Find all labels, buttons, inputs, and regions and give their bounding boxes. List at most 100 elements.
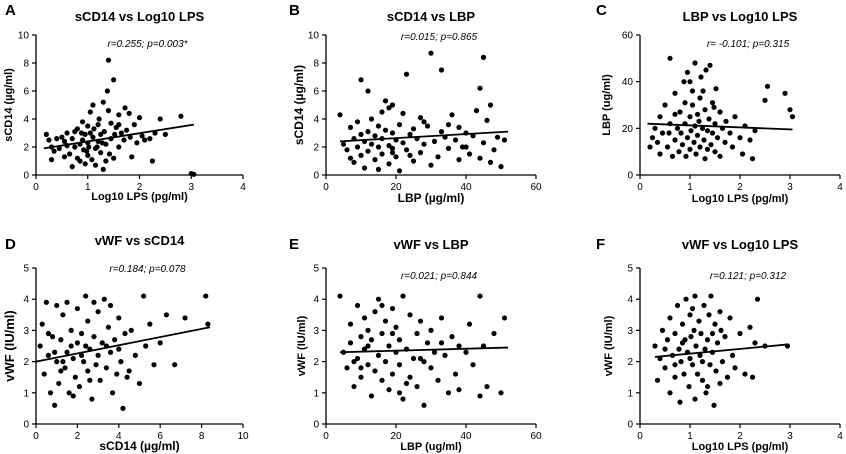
data-point (669, 153, 676, 159)
data-point (679, 142, 686, 148)
data-point (689, 102, 696, 108)
data-point (375, 123, 382, 129)
data-point (484, 383, 490, 390)
data-point (74, 340, 80, 346)
y-tick-label: 2 (23, 357, 29, 368)
data-point (95, 309, 101, 315)
y-tick-label: 6 (23, 87, 29, 98)
data-point (375, 296, 382, 302)
data-point (59, 134, 65, 140)
y-tick-label: 5 (23, 264, 29, 275)
x-tick-label: 60 (530, 431, 542, 442)
data-point (709, 330, 716, 337)
data-point (666, 130, 672, 136)
data-point (126, 368, 132, 374)
data-point (54, 302, 60, 309)
data-point (717, 153, 723, 159)
data-point (681, 79, 687, 85)
data-point (742, 371, 748, 377)
data-point (701, 137, 707, 143)
data-point (358, 365, 364, 371)
data-point (403, 147, 410, 153)
x-tick-label: 0 (637, 182, 643, 193)
data-point (99, 140, 105, 146)
data-point (692, 293, 698, 299)
data-point (105, 57, 112, 63)
data-point (41, 371, 47, 377)
data-point (752, 128, 758, 134)
data-point (677, 399, 683, 405)
data-point (351, 383, 357, 390)
data-point (86, 144, 92, 150)
data-point (94, 144, 100, 150)
data-point (112, 131, 118, 137)
data-point (382, 359, 389, 365)
data-point (718, 327, 724, 333)
x-axis-label: sCD14 (µg/ml) (99, 439, 179, 453)
x-tick-label: 20 (390, 431, 402, 442)
y-tick-label: 4 (313, 295, 319, 306)
data-point (667, 315, 673, 321)
x-tick-label: 4 (837, 431, 843, 442)
x-tick-label: 0 (637, 431, 643, 442)
data-point (696, 318, 702, 324)
panel-letter: C (596, 2, 607, 19)
data-point (674, 302, 681, 309)
data-point (95, 122, 101, 128)
data-point (456, 343, 462, 349)
data-point (123, 127, 130, 133)
data-point (47, 390, 54, 396)
data-point (84, 148, 90, 154)
data-point (400, 293, 406, 299)
y-tick-label: 6 (313, 87, 319, 98)
data-point (723, 118, 729, 124)
data-point (727, 130, 733, 136)
data-point (722, 139, 728, 145)
data-point (687, 312, 693, 318)
data-point (491, 147, 497, 153)
data-point (111, 77, 117, 83)
data-point (69, 136, 75, 142)
data-point (337, 112, 343, 118)
data-point (712, 321, 718, 327)
data-point (104, 88, 111, 94)
data-point (717, 109, 723, 115)
x-tick-label: 40 (460, 182, 472, 193)
data-point (358, 131, 364, 137)
y-tick-label: 8 (313, 59, 319, 70)
data-point (498, 164, 504, 170)
data-point (368, 141, 375, 147)
stats-annotation: r=0.121; p=0.312 (710, 271, 787, 282)
data-point (421, 359, 427, 365)
data-point (396, 362, 403, 368)
data-point (683, 296, 689, 302)
data-point (694, 132, 701, 138)
data-point (704, 337, 711, 343)
data-point (410, 355, 417, 362)
data-point (421, 141, 427, 147)
data-point (683, 153, 689, 159)
data-point (677, 109, 683, 115)
data-point (711, 104, 717, 110)
data-point (122, 105, 128, 111)
data-point (129, 154, 135, 160)
chart-title: vWF vs Log10 LPS (682, 237, 799, 252)
data-point (43, 131, 49, 137)
y-tick-label: 2 (23, 143, 29, 154)
data-point (361, 165, 368, 171)
data-point (93, 362, 99, 368)
y-tick-label: 0 (627, 420, 633, 431)
data-point (43, 299, 49, 305)
data-point (407, 131, 413, 137)
data-point (389, 330, 396, 337)
y-tick-label: 0 (627, 171, 633, 182)
data-point (701, 302, 707, 309)
data-point (687, 355, 693, 362)
x-tick-label: 2 (737, 431, 743, 442)
data-point (739, 151, 746, 157)
data-point (118, 130, 124, 136)
data-point (396, 168, 403, 174)
y-tick-label: 0 (313, 171, 319, 182)
